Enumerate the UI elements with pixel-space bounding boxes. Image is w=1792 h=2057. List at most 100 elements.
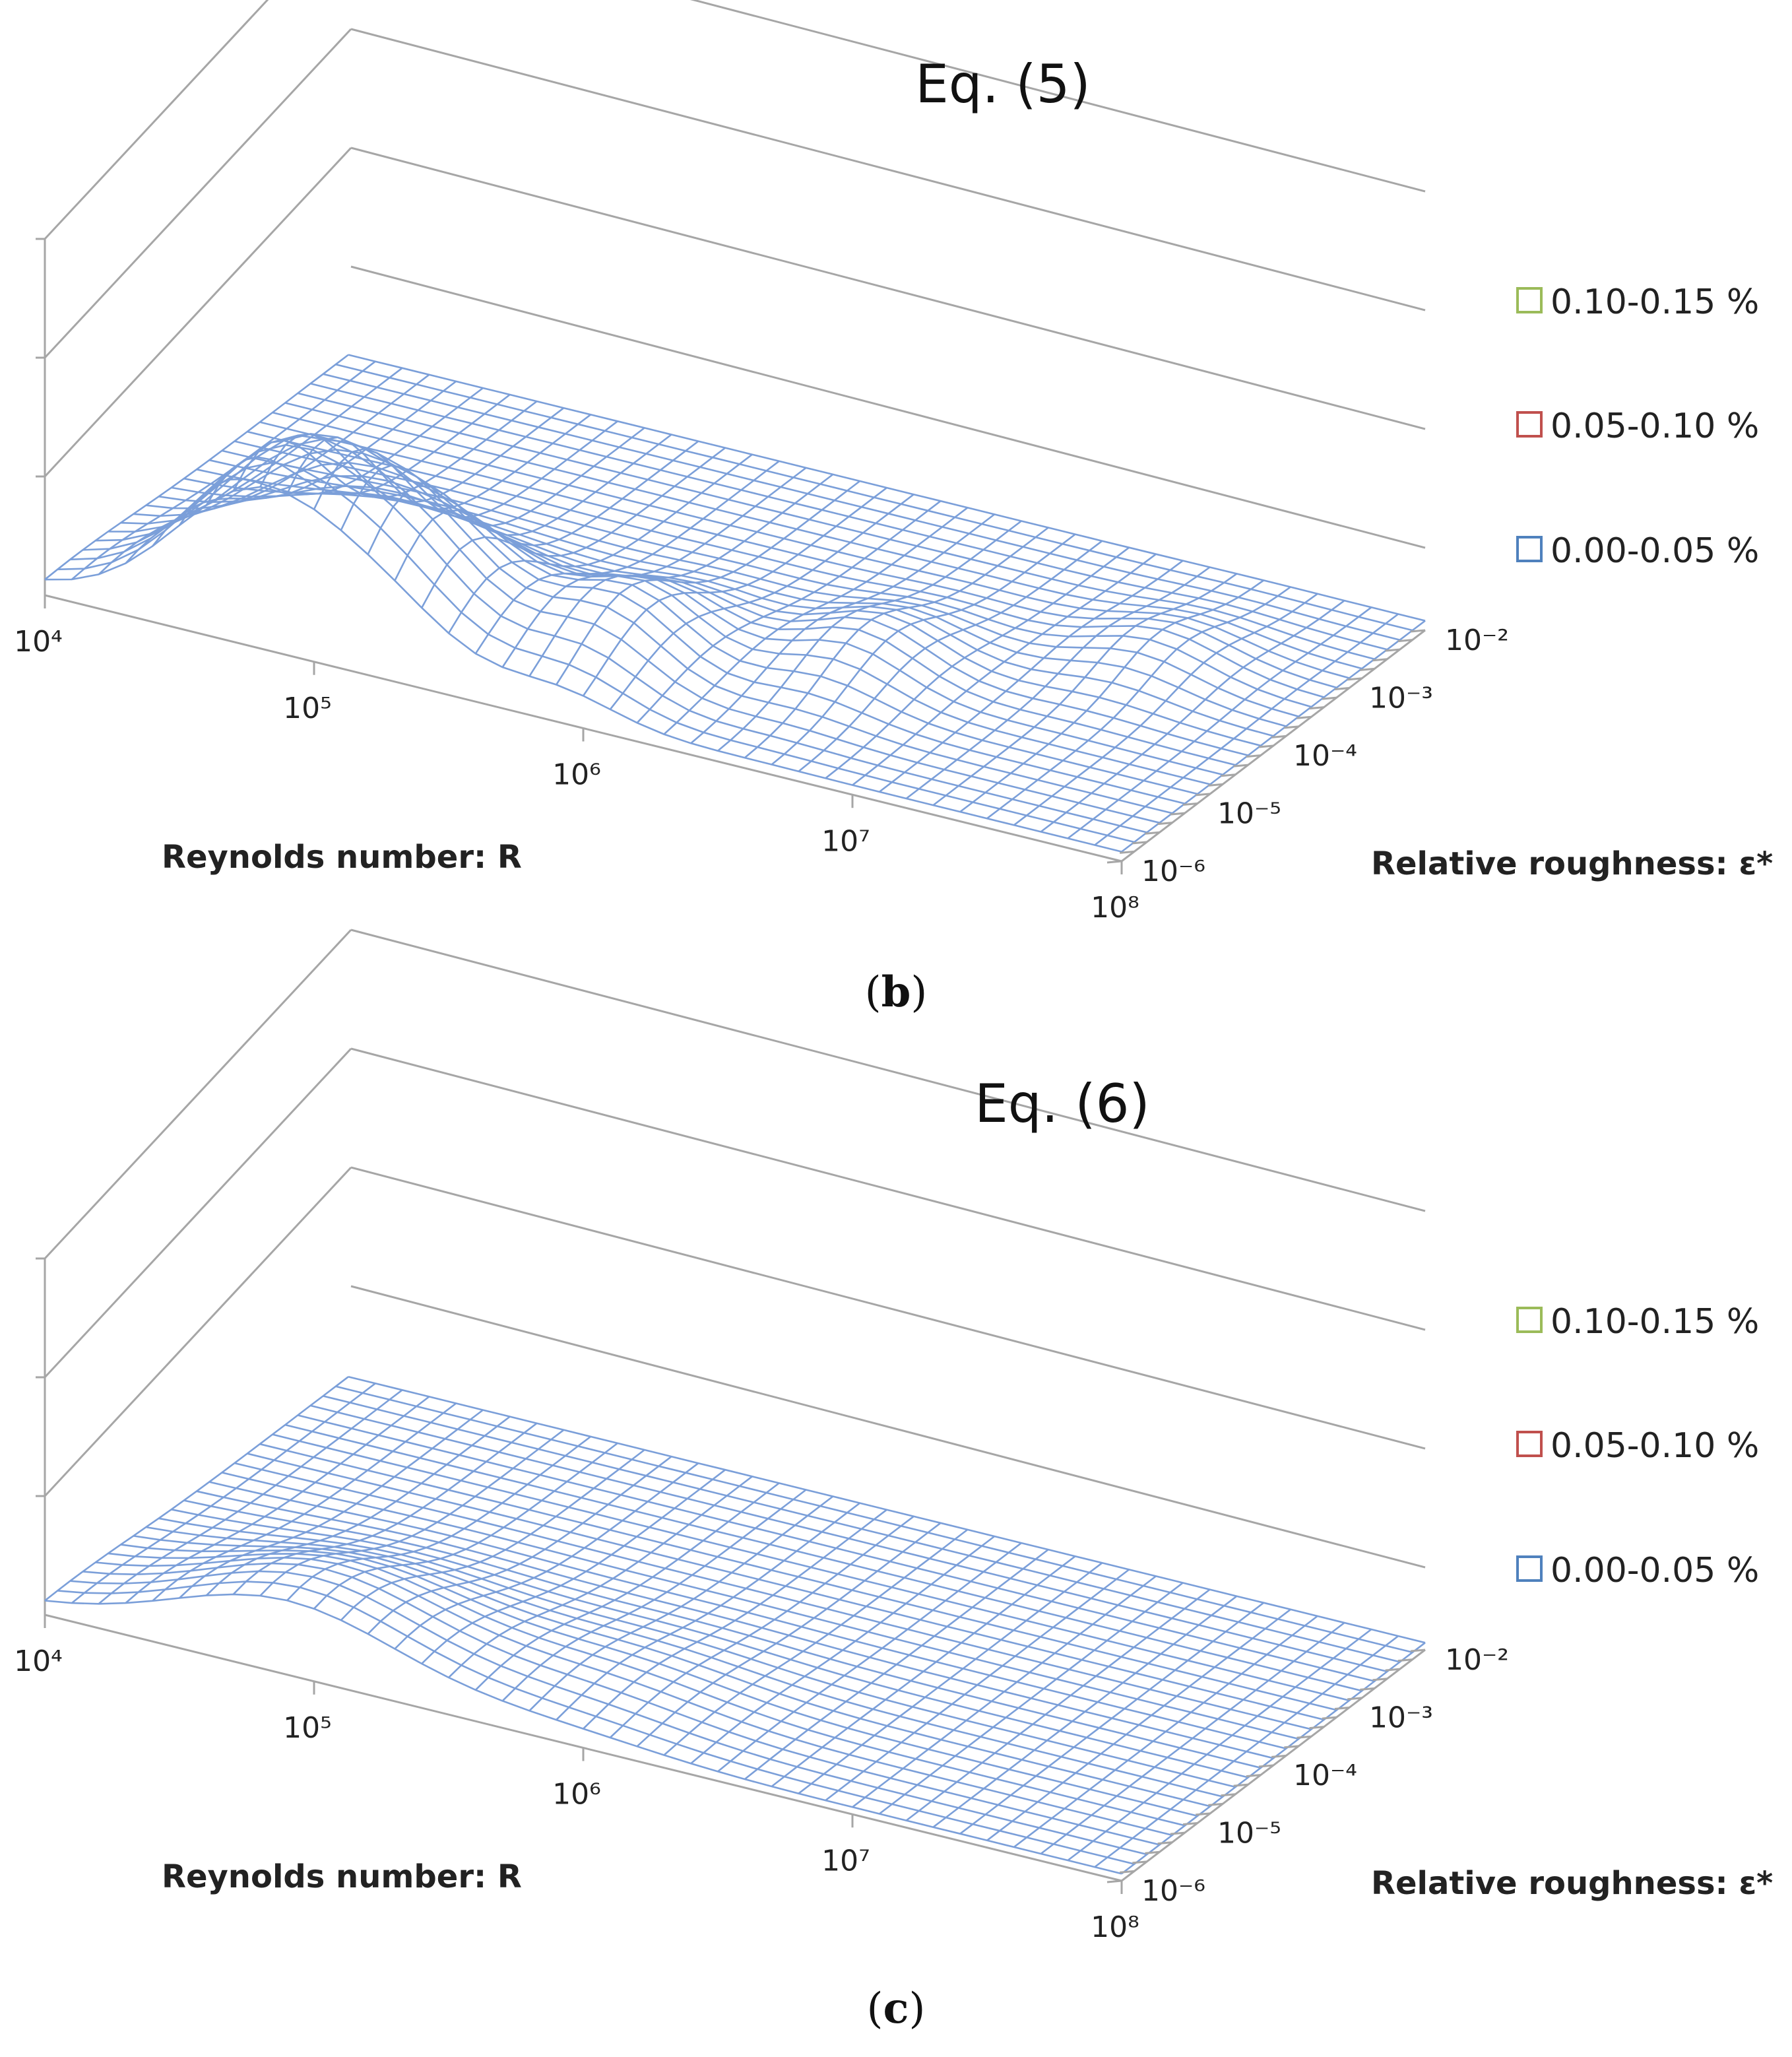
y-tick-mark <box>1372 1678 1388 1682</box>
y-tick-mark <box>1233 1783 1248 1787</box>
y-tick-mark <box>1182 1822 1198 1825</box>
mesh-line-y <box>286 1435 591 1602</box>
wall-gridline <box>44 1047 352 1379</box>
mesh-line-y <box>583 1509 887 1730</box>
mesh-line-x <box>82 434 1160 824</box>
caption-letter: b <box>881 967 911 1017</box>
mesh-line-y <box>744 527 1049 759</box>
mesh-line-y <box>394 440 699 581</box>
mesh-line-x <box>82 1562 1160 1846</box>
mesh-line-y <box>501 467 807 668</box>
y-tick-label: 10⁻³ <box>1369 682 1433 715</box>
mesh-line-y <box>421 447 726 608</box>
x-tick-label: 10⁵ <box>283 1711 332 1745</box>
mesh-line-y <box>1094 613 1399 846</box>
mesh-line-y <box>259 1429 565 1596</box>
mesh-line-y <box>825 546 1130 779</box>
y-tick-mark <box>1347 1697 1362 1701</box>
mesh-line-y <box>798 1562 1103 1794</box>
y-tick-mark <box>1196 1812 1211 1816</box>
y-tick-mark <box>1334 687 1350 690</box>
mesh-line-y <box>771 533 1076 766</box>
x-tick-label: 10⁶ <box>552 758 601 792</box>
mesh-line-x <box>171 486 1249 756</box>
mesh-line-y <box>44 1376 349 1602</box>
y-tick-mark <box>1284 1745 1299 1749</box>
y-tick-mark <box>1410 1649 1426 1652</box>
chart-b: 10⁴ 10⁵ 10⁶ 10⁷ 10⁸ 10⁻² 10⁻³ 10⁻⁴ 10⁻⁵ 10⁻⁶ Reyno… <box>14 0 1773 1017</box>
mesh-line-y <box>1013 593 1318 826</box>
mesh-line-y <box>340 1449 645 1621</box>
wall-gridline <box>44 929 352 1260</box>
mesh-line-y <box>932 573 1238 806</box>
mesh-line-y <box>367 434 672 555</box>
mesh-line-x <box>222 449 1299 717</box>
mesh-line-y <box>125 1396 430 1604</box>
y-tick-label: 10⁻² <box>1445 1643 1509 1677</box>
mesh-line-y <box>556 480 860 686</box>
legend-swatch <box>1516 1555 1543 1582</box>
mesh-line-y <box>474 460 780 655</box>
mesh-line-y <box>798 540 1103 772</box>
mesh-line-y <box>825 1569 1130 1802</box>
x-tick-label: 10⁷ <box>821 824 870 858</box>
wall-gridline <box>44 147 352 478</box>
y-tick-mark <box>1170 1831 1185 1835</box>
y-tick-mark <box>1132 841 1147 845</box>
mesh-line-y <box>178 387 484 526</box>
mesh-line-y <box>71 1383 376 1604</box>
y-tick-mark <box>1145 1850 1160 1854</box>
mesh-line-x <box>44 486 1122 853</box>
mesh-line-y <box>1067 1628 1372 1862</box>
y-tick-mark <box>1397 639 1413 643</box>
mesh-line-y <box>232 1422 538 1595</box>
x-tick-label: 10⁶ <box>552 1778 601 1812</box>
mesh-line-y <box>421 1469 726 1664</box>
mesh-line-x <box>234 440 1312 708</box>
wall-gridline <box>350 265 1426 549</box>
mesh-line-y <box>986 1608 1291 1841</box>
y-tick-mark <box>1360 667 1375 671</box>
mesh-line-y <box>152 1402 457 1602</box>
chart-title: Eq. (6) <box>975 1073 1150 1134</box>
mesh-line-y <box>474 1482 780 1691</box>
y-tick-mark <box>1106 860 1122 864</box>
legend-label: 0.10-0.15 % <box>1551 1302 1759 1342</box>
mesh-line-y <box>1040 600 1345 833</box>
mesh-line-x <box>348 1375 1426 1644</box>
mesh-line-y <box>690 1535 995 1765</box>
chart-c: 10⁴ 10⁵ 10⁶ 10⁷ 10⁸ 10⁻² 10⁻³ 10⁻⁴ 10⁻⁵ 10⁻⁶ Reyno… <box>14 929 1773 2033</box>
mesh-line-y <box>205 393 511 506</box>
mesh-line-y <box>44 354 349 581</box>
mesh-line-y <box>313 1442 618 1610</box>
mesh-line-y <box>771 1555 1076 1788</box>
mesh-line-y <box>205 1416 511 1596</box>
y-tick-mark <box>1170 812 1185 816</box>
mesh-line-y <box>1094 1635 1399 1868</box>
y-tick-label: 10⁻⁶ <box>1141 855 1205 888</box>
mesh-line-y <box>582 487 887 697</box>
caption: (b) <box>865 967 928 1017</box>
mesh-line-y <box>556 1502 860 1721</box>
y-tick-mark <box>1296 1735 1312 1739</box>
y-tick-mark <box>1347 677 1362 681</box>
y-tick-label: 10⁻² <box>1445 624 1509 657</box>
legend-swatch <box>1516 1431 1543 1457</box>
mesh-line-y <box>959 579 1264 813</box>
mesh-line-y <box>986 586 1291 820</box>
y-tick-mark <box>1120 1870 1135 1874</box>
mesh-line-y <box>744 1549 1049 1780</box>
x-tick-label: 10⁸ <box>1091 891 1139 925</box>
mesh-line-y <box>879 560 1184 793</box>
y-tick-mark <box>1246 754 1261 758</box>
mesh-line-y <box>259 407 565 504</box>
caption-letter: c <box>883 1984 909 2033</box>
caption: (c) <box>867 1984 926 2033</box>
x-axis-title: Reynolds number: R <box>162 1858 522 1895</box>
y-tick-mark <box>1208 783 1223 787</box>
mesh-line-y <box>528 1495 834 1712</box>
y-tick-label: 10⁻⁵ <box>1217 797 1281 831</box>
mesh-line-y <box>1013 1615 1318 1848</box>
legend-swatch <box>1516 1307 1543 1333</box>
mesh-line-y <box>1121 620 1426 853</box>
